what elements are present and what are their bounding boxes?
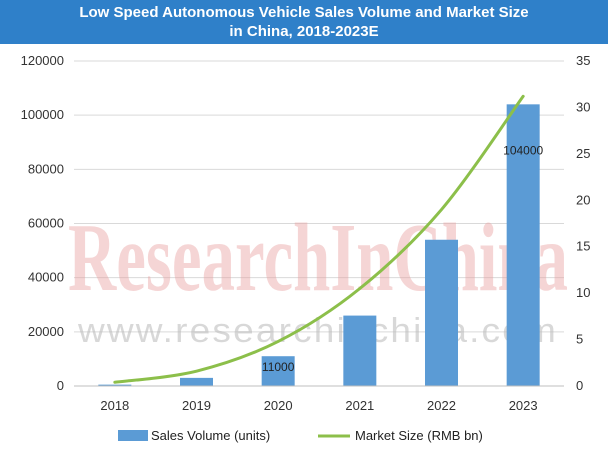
x-tick-label: 2022 <box>427 398 456 413</box>
bar <box>506 104 540 386</box>
market-size-line <box>113 94 525 384</box>
y-right-tick-label: 15 <box>576 239 590 254</box>
line-series <box>113 94 525 384</box>
x-tick-label: 2020 <box>264 398 293 413</box>
bar-series <box>98 104 540 386</box>
x-tick-label: 2021 <box>345 398 374 413</box>
y-left-tick-label: 100000 <box>21 107 64 122</box>
watermark: ResearchInChina www.researchinchina.com <box>68 204 568 350</box>
y-right-tick-label: 20 <box>576 192 590 207</box>
y-right-tick-label: 0 <box>576 378 583 393</box>
y-right-tick-label: 10 <box>576 285 590 300</box>
y-right-tick-label: 30 <box>576 99 590 114</box>
y-left-tick-label: 40000 <box>28 270 64 285</box>
legend-bar-label: Sales Volume (units) <box>151 428 270 443</box>
bar <box>98 384 132 386</box>
legend: Sales Volume (units) Market Size (RMB bn) <box>118 428 483 443</box>
bar <box>261 356 295 386</box>
legend-line-label: Market Size (RMB bn) <box>355 428 483 443</box>
bar <box>343 315 377 386</box>
data-labels: 11000 104000 <box>262 143 544 374</box>
bar-data-label: 104000 <box>503 143 543 157</box>
y-left-tick-label: 80000 <box>28 161 64 176</box>
y-right-tick-label: 5 <box>576 332 583 347</box>
x-tick-label: 2023 <box>509 398 538 413</box>
bar <box>425 239 458 386</box>
x-tick-label: 2019 <box>182 398 211 413</box>
axes: 0 20000 40000 60000 80000 100000 120000 0 5 10 15 2… <box>21 53 591 413</box>
y-left-tick-label: 0 <box>57 378 64 393</box>
y-left-tick-label: 60000 <box>28 216 64 231</box>
chart-title-bar: Low Speed Autonomous Vehicle Sales Volum… <box>0 0 608 44</box>
y-left-tick-label: 20000 <box>28 324 64 339</box>
x-tick-label: 2018 <box>100 398 129 413</box>
chart-title: Low Speed Autonomous Vehicle Sales Volum… <box>79 4 529 21</box>
bar <box>180 377 213 386</box>
watermark-brand: ResearchInChina <box>68 204 568 312</box>
bar-data-label: 11000 <box>262 360 295 374</box>
y-left-tick-label: 120000 <box>21 53 64 68</box>
legend-bar-swatch <box>118 430 148 441</box>
gridlines <box>74 60 564 387</box>
y-right-tick-label: 35 <box>576 53 590 68</box>
y-right-tick-label: 25 <box>576 146 590 161</box>
chart-subtitle: in China, 2018-2023E <box>229 23 379 40</box>
